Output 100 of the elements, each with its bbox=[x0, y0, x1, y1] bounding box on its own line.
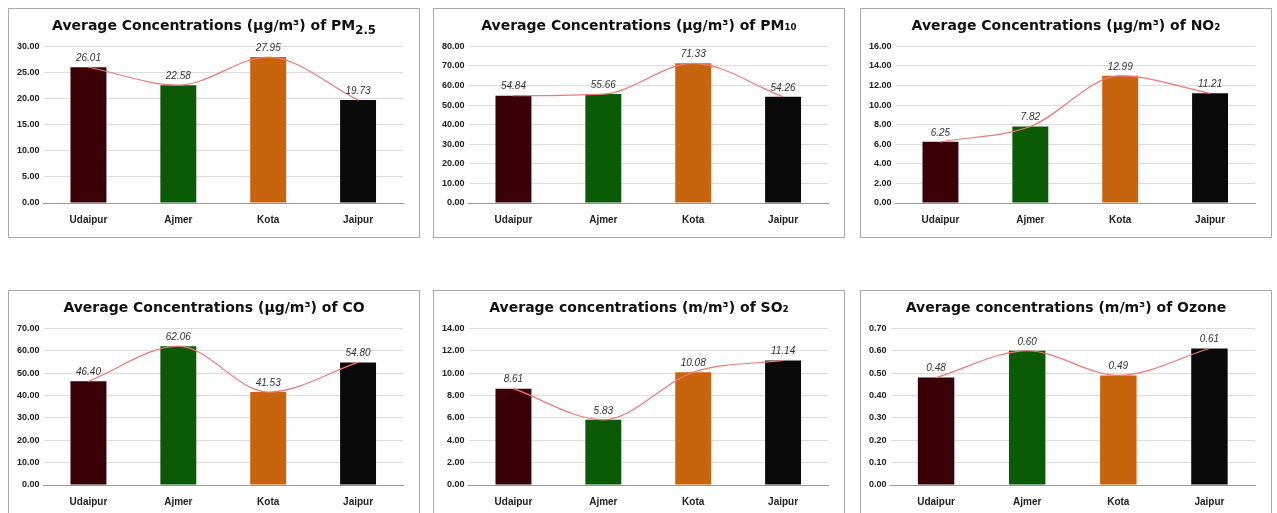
data-label: 0.49 bbox=[1108, 360, 1129, 372]
bar bbox=[585, 419, 622, 485]
x-tick-label: Udaipur bbox=[69, 495, 108, 507]
y-tick-label: 50.00 bbox=[441, 99, 465, 110]
x-tick-label: Jaipur bbox=[343, 495, 374, 507]
bar bbox=[70, 381, 107, 485]
data-label: 19.73 bbox=[345, 84, 372, 96]
y-tick-label: 12.00 bbox=[868, 80, 892, 91]
data-label: 71.33 bbox=[680, 48, 707, 60]
y-tick-label: 14.00 bbox=[441, 322, 465, 333]
data-label: 10.08 bbox=[680, 357, 707, 369]
y-tick-label: 10.00 bbox=[868, 99, 892, 110]
bar bbox=[1100, 375, 1137, 485]
y-tick-label: 16.00 bbox=[868, 40, 892, 51]
y-tick-label: 4.00 bbox=[873, 158, 892, 169]
data-label: 62.06 bbox=[165, 330, 192, 342]
x-tick-label: Kota bbox=[1107, 495, 1130, 507]
y-tick-label: 20.00 bbox=[16, 434, 40, 445]
data-label: 11.14 bbox=[770, 345, 796, 357]
y-tick-label: 60.00 bbox=[441, 80, 465, 91]
y-tick-label: 6.00 bbox=[446, 412, 465, 423]
y-tick-label: 0.00 bbox=[873, 197, 892, 208]
chart-title: Average concentrations (m/m³) of SO₂ bbox=[488, 299, 790, 317]
bar bbox=[1192, 93, 1229, 203]
y-tick-label: 8.00 bbox=[873, 119, 892, 130]
x-tick-label: Udaipur bbox=[921, 213, 960, 225]
y-tick-label: 50.00 bbox=[16, 367, 40, 378]
y-tick-label: 2.00 bbox=[446, 457, 465, 468]
bar bbox=[1191, 348, 1228, 485]
x-tick-label: Jaipur bbox=[343, 213, 374, 225]
data-label: 26.01 bbox=[74, 52, 101, 64]
y-tick-label: 25.00 bbox=[16, 66, 40, 77]
y-tick-label: 15.00 bbox=[16, 119, 40, 130]
y-tick-label: 0.50 bbox=[868, 367, 887, 378]
data-label: 6.25 bbox=[930, 126, 951, 138]
y-tick-label: 20.00 bbox=[441, 158, 465, 169]
y-tick-label: 60.00 bbox=[16, 345, 40, 356]
y-tick-label: 20.00 bbox=[16, 93, 40, 104]
y-tick-label: 30.00 bbox=[16, 412, 40, 423]
x-tick-label: Ajmer bbox=[1013, 495, 1042, 507]
x-tick-label: Ajmer bbox=[164, 495, 193, 507]
y-tick-label: 0.10 bbox=[868, 457, 887, 468]
x-tick-label: Ajmer bbox=[1016, 213, 1045, 225]
data-label: 54.26 bbox=[770, 81, 797, 93]
bar bbox=[765, 360, 802, 485]
y-tick-label: 0.40 bbox=[868, 390, 887, 400]
y-tick-label: 0.00 bbox=[446, 197, 465, 208]
data-label: 27.95 bbox=[254, 41, 282, 53]
y-tick-label: 14.00 bbox=[868, 60, 892, 71]
x-tick-label: Kota bbox=[257, 495, 280, 507]
data-label: 54.80 bbox=[345, 347, 372, 359]
y-tick-label: 2.00 bbox=[873, 177, 892, 188]
y-tick-label: 0.70 bbox=[868, 322, 887, 333]
x-tick-label: Kota bbox=[1109, 213, 1132, 225]
x-tick-label: Jaipur bbox=[1194, 495, 1225, 507]
y-tick-label: 0.30 bbox=[868, 412, 887, 423]
x-tick-label: Jaipur bbox=[1195, 213, 1226, 225]
x-tick-label: Jaipur bbox=[768, 213, 799, 225]
bar bbox=[585, 94, 622, 203]
data-label: 46.40 bbox=[75, 365, 102, 377]
data-label: 5.83 bbox=[593, 404, 614, 416]
bar bbox=[70, 67, 107, 203]
data-label: 11.21 bbox=[1197, 78, 1223, 90]
y-tick-label: 0.00 bbox=[868, 479, 887, 490]
y-tick-label: 10.00 bbox=[16, 145, 40, 156]
bar bbox=[160, 85, 197, 203]
chart-title: Average Concentrations (µg/m³) of PM$_{2.5}$ bbox=[51, 17, 377, 37]
bar bbox=[160, 346, 197, 485]
chart-title: Average Concentrations (µg/m³) of NO₂ bbox=[910, 17, 1222, 35]
y-tick-label: 30.00 bbox=[441, 138, 465, 149]
bar bbox=[1012, 126, 1049, 203]
y-tick-label: 10.00 bbox=[441, 367, 465, 378]
data-label: 0.60 bbox=[1017, 335, 1038, 347]
x-tick-label: Kota bbox=[682, 495, 705, 507]
data-label: 0.61 bbox=[1199, 333, 1220, 345]
y-tick-label: 40.00 bbox=[441, 119, 465, 130]
data-label: 7.82 bbox=[1020, 111, 1041, 123]
x-tick-label: Ajmer bbox=[589, 213, 618, 225]
data-label: 55.66 bbox=[590, 78, 617, 90]
bar bbox=[1008, 350, 1046, 485]
y-tick-label: 4.00 bbox=[446, 434, 465, 445]
x-tick-label: Kota bbox=[682, 213, 705, 225]
data-label: 12.99 bbox=[1107, 60, 1134, 72]
x-tick-label: Udaipur bbox=[494, 495, 533, 507]
x-tick-label: Udaipur bbox=[917, 495, 956, 507]
bar bbox=[340, 100, 377, 203]
data-label: 22.58 bbox=[164, 69, 192, 81]
y-tick-label: 6.00 bbox=[873, 138, 892, 149]
y-tick-label: 80.00 bbox=[441, 40, 465, 51]
data-label: 8.61 bbox=[503, 373, 524, 385]
x-tick-label: Udaipur bbox=[69, 213, 108, 225]
y-tick-label: 70.00 bbox=[16, 322, 40, 333]
data-label: 41.53 bbox=[255, 376, 282, 388]
bar bbox=[922, 141, 959, 203]
y-tick-label: 30.00 bbox=[16, 40, 40, 51]
bar bbox=[340, 362, 377, 485]
y-tick-label: 8.00 bbox=[446, 390, 465, 400]
bar bbox=[250, 57, 287, 203]
y-tick-label: 0.00 bbox=[446, 479, 465, 490]
y-tick-label: 5.00 bbox=[21, 171, 40, 182]
